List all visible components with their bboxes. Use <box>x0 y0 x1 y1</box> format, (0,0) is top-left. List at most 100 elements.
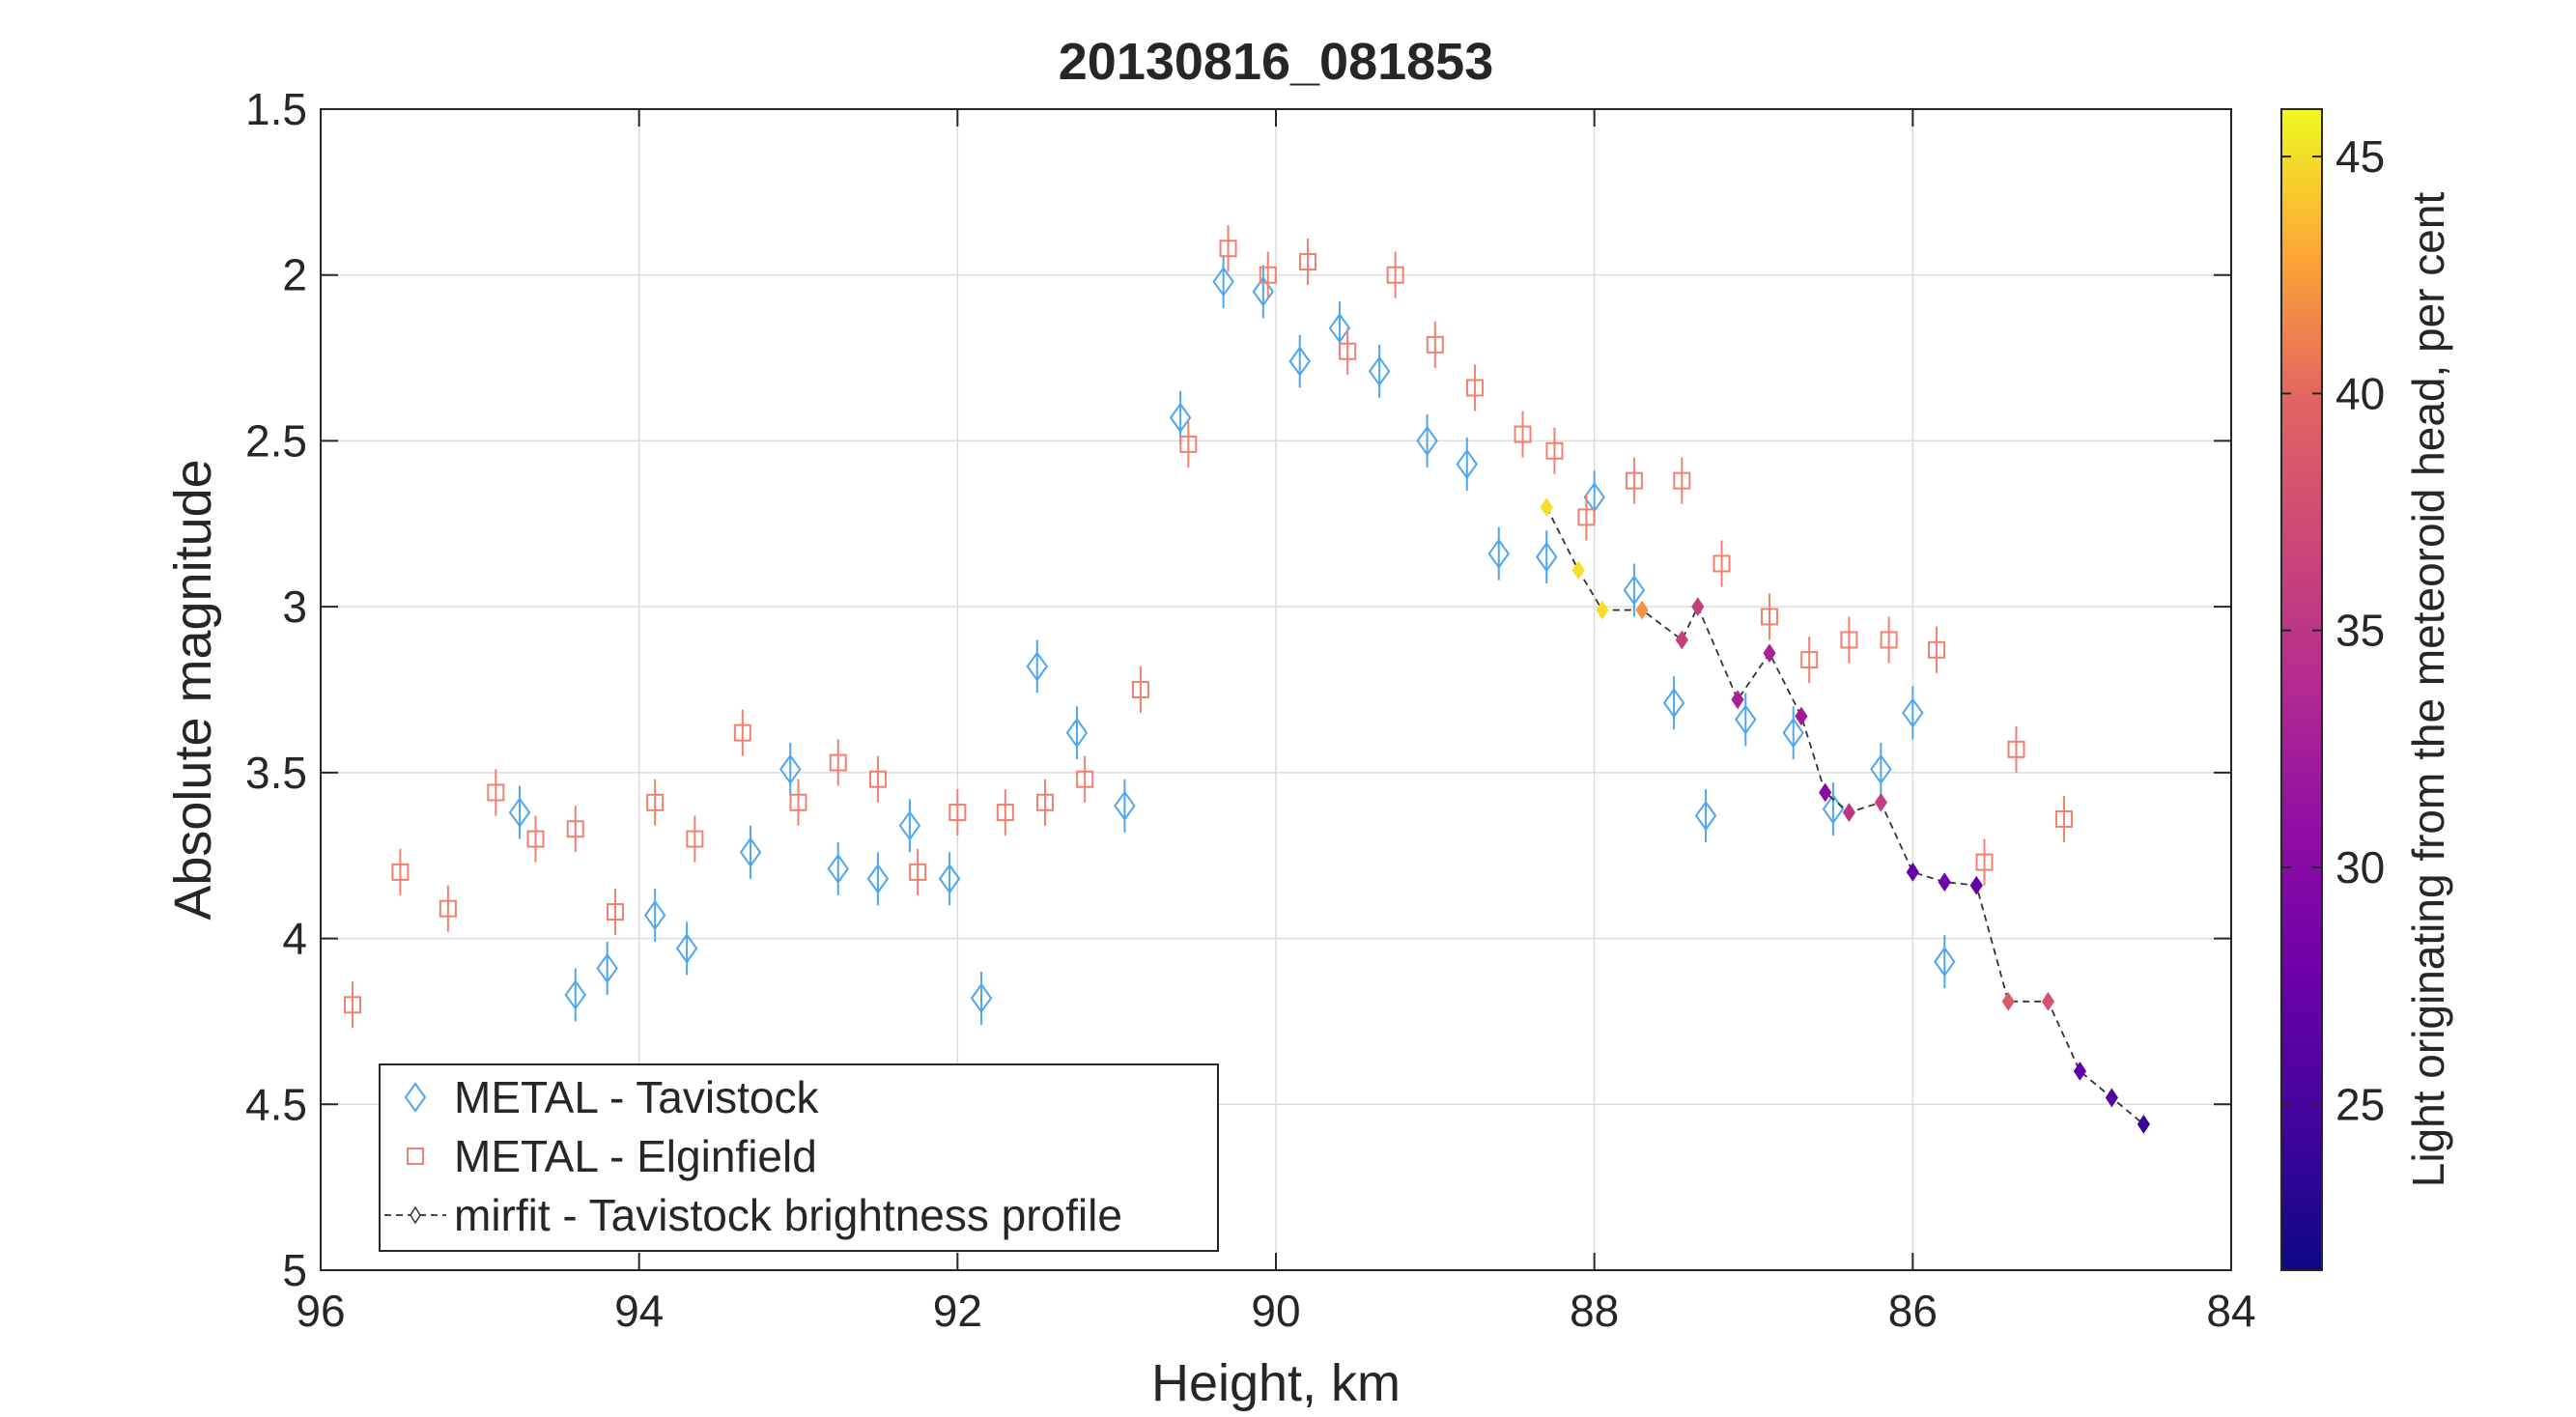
tavistock-point <box>1368 355 1391 387</box>
tavistock-point <box>1065 717 1089 749</box>
elginfield-point <box>1713 554 1731 573</box>
y-tick-label: 2 <box>282 250 307 300</box>
mirfit-point <box>2001 991 2015 1011</box>
legend-label: METAL - Tavistock <box>454 1072 819 1122</box>
tavistock-point <box>827 853 849 885</box>
tavistock-point <box>1252 276 1275 307</box>
y-tick-label: 3 <box>282 581 307 632</box>
elginfield-point <box>391 863 410 881</box>
legend-elginfield-marker <box>407 1148 424 1165</box>
tavistock-point <box>1456 448 1479 480</box>
elginfield-point <box>646 793 665 811</box>
tavistock-point <box>1662 688 1685 719</box>
tavistock-point <box>1735 704 1757 735</box>
legend: METAL - Tavistock METAL - Elginfield mirfi… <box>379 1063 1219 1252</box>
elginfield-point <box>566 820 584 838</box>
x-tick-label: 90 <box>1251 1286 1300 1336</box>
elginfield-point <box>1928 640 1946 659</box>
mirfit-point <box>1540 497 1553 518</box>
tavistock-point <box>1934 946 1956 978</box>
x-tick-label: 94 <box>614 1286 664 1336</box>
y-tick-label: 4 <box>282 914 307 964</box>
y-tick-label: 1.5 <box>245 84 307 134</box>
mirfit-point <box>1763 643 1776 664</box>
tavistock-point <box>938 864 961 894</box>
x-tick-label: 96 <box>296 1286 345 1336</box>
mirfit-point <box>2105 1088 2118 1108</box>
mirfit-point <box>1874 792 1887 812</box>
legend-box <box>379 1063 1219 1252</box>
tavistock-point <box>596 952 618 984</box>
y-axis-label: Absolute magnitude <box>164 459 222 920</box>
chart-title: 20130816_081853 <box>1059 33 1493 91</box>
elginfield-point <box>1466 379 1485 397</box>
elginfield-point <box>1259 266 1277 284</box>
tavistock-point <box>675 933 698 964</box>
tavistock-point <box>1169 402 1192 434</box>
series-tavistock <box>508 255 1956 1025</box>
elginfield-point <box>909 863 927 881</box>
mirfit-point <box>1691 597 1705 617</box>
tavistock-point <box>508 797 531 828</box>
y-tick-label: 4.5 <box>245 1079 307 1129</box>
elginfield-point <box>1975 853 1994 871</box>
elginfield-point <box>868 770 887 788</box>
mirfit-point <box>1906 862 1919 882</box>
mirfit-point <box>2041 991 2055 1011</box>
x-tick-label: 84 <box>2206 1286 2255 1336</box>
tavistock-point <box>1694 800 1717 832</box>
x-tick-label: 86 <box>1888 1286 1938 1336</box>
colorbar-tick-label: 35 <box>2335 606 2385 656</box>
tavistock-point <box>1114 790 1136 821</box>
elginfield-point <box>1625 471 1643 490</box>
elginfield-point <box>606 903 624 921</box>
mirfit-point <box>1819 782 1832 803</box>
elginfield-point <box>1035 793 1054 811</box>
elginfield-point <box>439 899 457 918</box>
colorbar-gradient <box>2280 108 2323 1271</box>
x-tick-label: 92 <box>933 1286 982 1336</box>
mirfit-point <box>1938 872 1951 893</box>
legend-tavistock-marker <box>404 1082 427 1113</box>
data-series <box>343 225 2150 1134</box>
elginfield-point <box>2054 809 2073 828</box>
tavistock-point <box>1212 266 1234 298</box>
elginfield-point <box>1179 435 1198 453</box>
tavistock-point <box>1416 425 1438 457</box>
elginfield-point <box>487 783 505 802</box>
mirfit-point <box>1842 803 1856 822</box>
colorbar-tick-label: 30 <box>2335 842 2385 893</box>
x-axis-label: Height, km <box>1151 1354 1401 1412</box>
mirfit-profile-line <box>1545 506 2144 1125</box>
mirfit-point <box>1675 630 1688 650</box>
mirfit-point <box>2137 1114 2150 1134</box>
x-tick-label: 88 <box>1570 1286 1619 1336</box>
elginfield-point <box>996 804 1014 822</box>
legend-label: mirfit - Tavistock brightness profile <box>454 1190 1122 1240</box>
elginfield-point <box>1514 425 1532 443</box>
mirfit-point <box>1596 600 1609 620</box>
colorbar-tick-label: 40 <box>2335 368 2385 418</box>
tavistock-point <box>1782 717 1804 749</box>
tavistock-point <box>779 753 802 785</box>
tavistock-point <box>564 979 586 1010</box>
elginfield-point <box>1800 651 1819 669</box>
tavistock-point <box>1870 753 1892 785</box>
tavistock-point <box>1623 575 1646 606</box>
y-tick-label: 3.5 <box>245 748 307 798</box>
mirfit-point <box>2073 1062 2087 1081</box>
series-elginfield <box>343 225 2073 1029</box>
tavistock-point <box>1288 346 1311 377</box>
colorbar-tick-label: 45 <box>2335 131 2385 182</box>
y-tick-label: 5 <box>282 1245 307 1295</box>
elginfield-point <box>1076 770 1094 788</box>
colorbar-label: Light originating from the meteoroid hea… <box>2403 192 2453 1188</box>
legend-label: METAL - Elginfield <box>454 1131 817 1181</box>
elginfield-point <box>686 830 704 848</box>
series-mirfit <box>1540 497 2150 1134</box>
tavistock-point <box>739 836 762 868</box>
elginfield-point <box>1426 335 1444 354</box>
tavistock-point <box>1902 697 1924 728</box>
elginfield-point <box>1577 508 1596 526</box>
